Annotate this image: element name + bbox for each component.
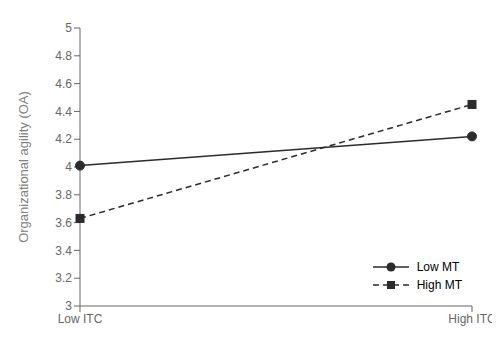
svg-text:High ITC: High ITC	[448, 312, 492, 326]
svg-text:Organizational agility (OA): Organizational agility (OA)	[16, 91, 31, 243]
svg-text:4.2: 4.2	[55, 132, 72, 146]
svg-text:3.4: 3.4	[55, 244, 72, 258]
svg-text:4.4: 4.4	[55, 105, 72, 119]
svg-text:3.6: 3.6	[55, 216, 72, 230]
svg-text:4.8: 4.8	[55, 49, 72, 63]
svg-text:Low ITC: Low ITC	[58, 312, 103, 326]
svg-text:3.2: 3.2	[55, 271, 72, 285]
svg-text:4: 4	[65, 160, 72, 174]
svg-text:4.6: 4.6	[55, 77, 72, 91]
html-text:High MT: High MT	[416, 278, 462, 292]
svg-text:3.8: 3.8	[55, 188, 72, 202]
svg-text:5: 5	[65, 21, 72, 35]
svg-text:3: 3	[65, 299, 72, 313]
html-text:Low MT: Low MT	[416, 260, 460, 274]
